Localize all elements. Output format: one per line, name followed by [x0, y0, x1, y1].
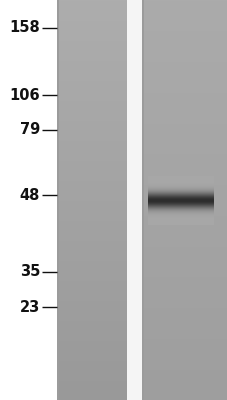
Text: 158: 158 — [9, 20, 40, 36]
Text: 35: 35 — [20, 264, 40, 280]
Text: 79: 79 — [20, 122, 40, 138]
Text: 48: 48 — [20, 188, 40, 202]
Text: 106: 106 — [9, 88, 40, 102]
Text: 23: 23 — [20, 300, 40, 314]
